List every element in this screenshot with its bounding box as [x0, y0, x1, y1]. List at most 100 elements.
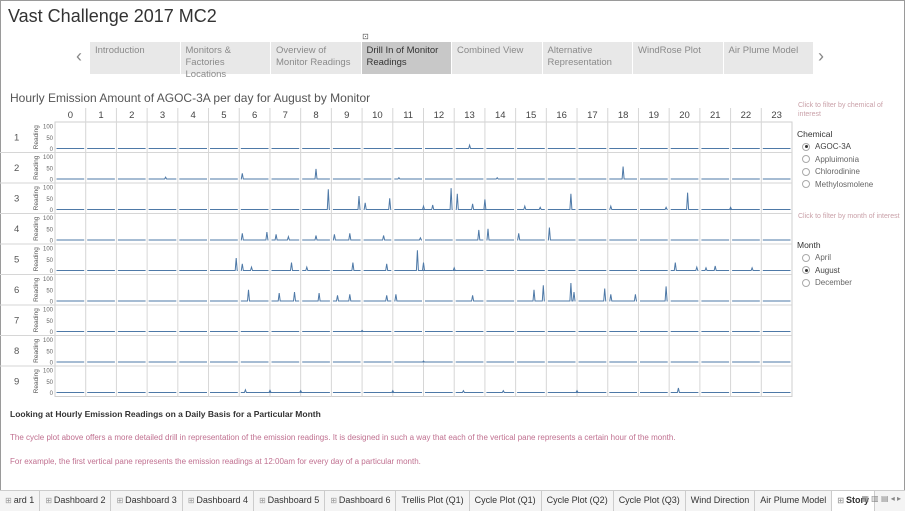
series-line-monitor-3-hour-22 [728, 206, 760, 210]
sheet-tab-6[interactable]: Trellis Plot (Q1) [396, 491, 470, 511]
monitor-label: 6 [14, 285, 19, 296]
month-filter-title: Month [797, 240, 821, 250]
sheet-tab-10[interactable]: Wind Direction [686, 491, 756, 511]
radio-icon[interactable] [802, 180, 810, 188]
chemical-filter-option[interactable]: Chlorodinine [802, 167, 860, 176]
series-line-monitor-9-hour-6 [240, 388, 269, 393]
chemical-filter-option[interactable]: AGOC-3A [802, 142, 851, 151]
series-line-monitor-5-hour-20 [670, 262, 699, 271]
series-line-monitor-6-hour-10 [363, 295, 392, 302]
y-tick-label: 50 [46, 197, 53, 203]
sheet-tab-0[interactable]: ⊞ ard 1 [0, 491, 41, 511]
hour-header: 13 [464, 110, 475, 121]
series-line-monitor-6-hour-16 [547, 282, 576, 302]
y-tick-label: 100 [43, 247, 54, 253]
story-tab-3[interactable]: Drill In of Monitor Readings [361, 42, 452, 74]
hour-header: 0 [68, 110, 73, 121]
sheet-tab-label: Dashboard 3 [125, 495, 177, 505]
hour-header: 8 [313, 110, 318, 121]
hour-header: 22 [741, 110, 752, 121]
y-axis-label: Reading [33, 338, 40, 363]
y-tick-label: 50 [46, 380, 53, 386]
y-tick-label: 100 [43, 308, 54, 314]
sheet-tab-8[interactable]: Cycle Plot (Q2) [542, 491, 614, 511]
option-label: Appluimonia [815, 154, 860, 164]
description-heading: Looking at Hourly Emission Readings on a… [10, 409, 321, 419]
sheet-tab-label: ard 1 [13, 495, 35, 505]
chevron-left-icon[interactable]: ‹ [76, 46, 82, 66]
y-tick-label: 0 [50, 300, 54, 306]
dashboard-icon: ⊞ [116, 496, 124, 505]
series-line-monitor-2-hour-3 [148, 176, 177, 180]
y-axis-label: Reading [33, 216, 40, 241]
y-tick-label: 50 [46, 319, 53, 325]
story-tab-6[interactable]: WindRose Plot [633, 42, 724, 74]
series-line-monitor-6-hour-19 [640, 286, 668, 302]
monitor-label: 4 [14, 224, 19, 235]
story-tab-2[interactable]: Overview of Monitor Readings [271, 42, 362, 74]
series-line-monitor-6-hour-13 [455, 295, 484, 302]
y-axis-label: Reading [33, 186, 40, 211]
radio-icon[interactable] [802, 155, 810, 163]
series-line-monitor-4-hour-13 [455, 229, 484, 241]
series-line-monitor-3-hour-14 [483, 199, 515, 210]
sheet-tab-11[interactable]: Air Plume Model [755, 491, 833, 511]
radio-icon[interactable] [802, 278, 810, 287]
chevron-right-icon[interactable]: › [818, 46, 824, 66]
month-filter-option[interactable]: December [802, 278, 852, 287]
series-line-monitor-2-hour-11 [394, 176, 422, 180]
month-filter-option[interactable]: August [802, 266, 840, 275]
sheet-tab-1[interactable]: ⊞ Dashboard 2 [40, 491, 112, 511]
sheet-tab-7[interactable]: Cycle Plot (Q1) [470, 491, 542, 511]
series-line-monitor-9-hour-11 [390, 389, 422, 393]
hour-header: 20 [679, 110, 690, 121]
series-line-monitor-2-hour-8 [302, 168, 330, 180]
y-tick-label: 100 [43, 338, 54, 344]
sheet-tab-label: Air Plume Model [760, 495, 827, 505]
series-line-monitor-3-hour-10 [363, 198, 392, 210]
series-line-monitor-5-hour-21 [701, 265, 730, 271]
y-tick-label: 0 [50, 391, 54, 397]
series-line-monitor-3-hour-16 [547, 193, 576, 210]
sheet-tab-3[interactable]: ⊞ Dashboard 4 [183, 491, 254, 511]
sheet-tab-4[interactable]: ⊞ Dashboard 5 [254, 491, 326, 511]
sheet-tab-5[interactable]: ⊞ Dashboard 6 [325, 491, 397, 511]
sheet-tab-2[interactable]: ⊞ Dashboard 3 [111, 491, 183, 511]
story-tab-1[interactable]: Monitors & Factories Locations [180, 42, 271, 80]
chemical-filter-title: Chemical [797, 129, 833, 139]
chemical-filter-option[interactable]: Appluimonia [802, 155, 859, 164]
y-tick-label: 0 [50, 178, 54, 184]
hour-header: 1 [98, 110, 103, 121]
radio-icon[interactable] [802, 167, 810, 176]
story-tab-4[interactable]: Combined View [452, 42, 543, 74]
series-line-monitor-2-hour-6 [240, 173, 269, 180]
story-tab-0[interactable]: Introduction [90, 42, 181, 74]
hour-header: 19 [649, 110, 660, 121]
chemical-filter-option[interactable]: Methylosmolene [802, 180, 873, 189]
series-line-monitor-2-hour-18 [609, 166, 637, 180]
series-line-monitor-9-hour-13 [455, 389, 484, 393]
hour-header: 4 [191, 110, 196, 121]
radio-icon[interactable] [802, 142, 810, 151]
series-line-monitor-4-hour-16 [547, 227, 576, 241]
sheet-tab-12[interactable]: ⊞ Story [832, 491, 875, 511]
radio-icon[interactable] [802, 266, 810, 274]
story-tab-7[interactable]: Air Plume Model [723, 42, 814, 74]
tab-controls[interactable]: ▦ ▥ ▤ ◂ ▸ [861, 494, 901, 503]
series-line-monitor-3-hour-20 [670, 192, 699, 210]
option-label: April [815, 253, 832, 262]
series-line-monitor-5-hour-12 [421, 262, 453, 271]
month-filter-note: Click to filter by month of interest [798, 213, 900, 220]
series-line-monitor-6-hour-8 [302, 293, 330, 302]
story-tab-5[interactable]: Alternative Representation [542, 42, 633, 74]
series-line-monitor-9-hour-20 [670, 387, 699, 393]
radio-icon[interactable] [802, 253, 810, 262]
sheet-tab-9[interactable]: Cycle Plot (Q3) [614, 491, 686, 511]
month-filter-option[interactable]: April [802, 253, 831, 262]
y-tick-label: 50 [46, 258, 53, 264]
series-line-monitor-5-hour-10 [363, 263, 392, 271]
y-axis-label: Reading [33, 308, 40, 333]
option-label: Chlorodinine [815, 167, 860, 176]
y-tick-label: 0 [50, 239, 54, 245]
series-line-monitor-3-hour-19 [640, 206, 668, 210]
